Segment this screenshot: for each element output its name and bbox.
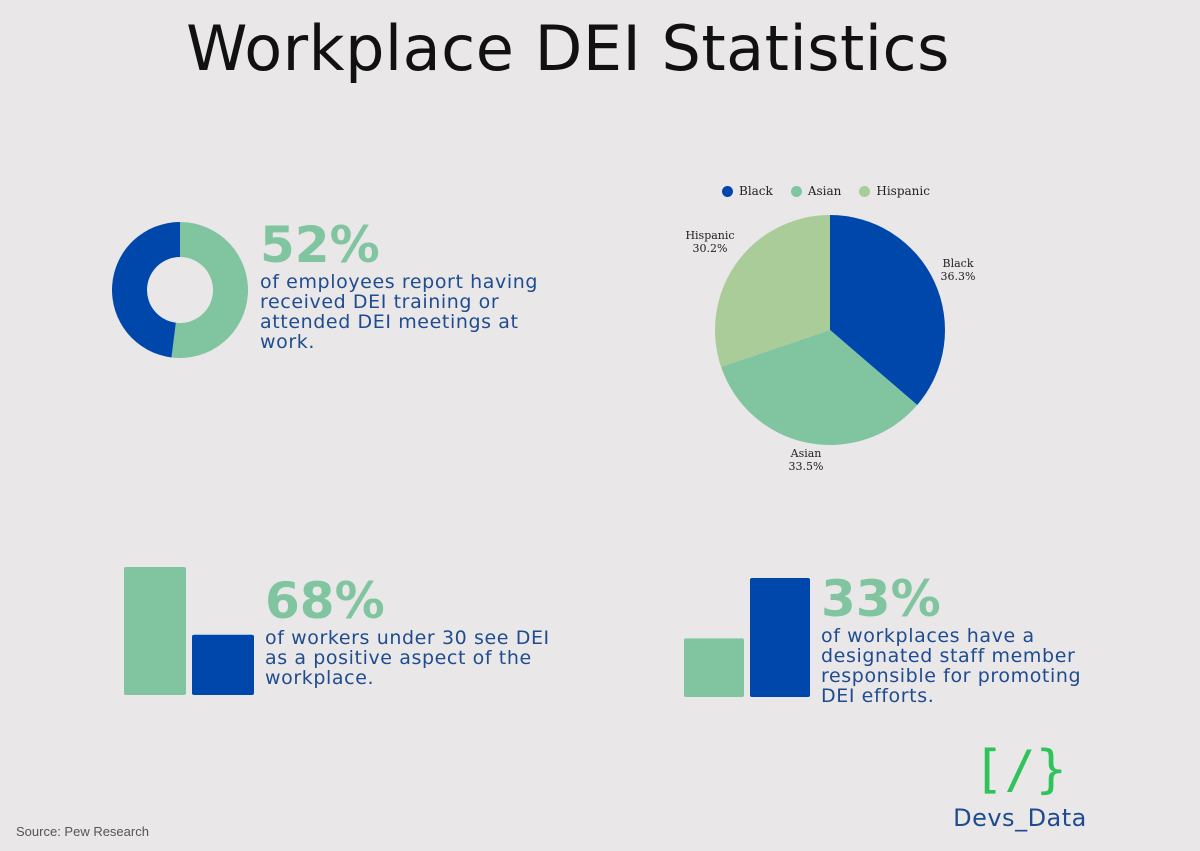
legend-swatch-hispanic bbox=[859, 185, 871, 197]
stat-training-text: of employees report having received DEI … bbox=[260, 271, 539, 353]
pie-label-hispanic: Hispanic 30.2% bbox=[680, 229, 740, 255]
stat-under-30: 68% of workers under 30 see DEI as a pos… bbox=[265, 574, 565, 688]
pie-label-asian-name: Asian bbox=[790, 447, 822, 460]
pie-chart bbox=[715, 215, 945, 445]
pie-slice-asian bbox=[721, 330, 918, 445]
logo-name: Devs_Data bbox=[953, 804, 1087, 832]
stat-staff-value: 33% bbox=[821, 570, 941, 628]
legend-item-hispanic: Hispanic bbox=[859, 184, 930, 198]
legend-swatch-asian bbox=[790, 185, 802, 197]
stat-under-30-value: 68% bbox=[265, 572, 385, 630]
pie-legend: Black Asian Hispanic bbox=[722, 184, 962, 198]
legend-swatch-black bbox=[722, 185, 733, 197]
bar-chart-staff bbox=[684, 578, 810, 697]
pie-label-asian-value: 33.5% bbox=[788, 460, 824, 473]
bars1-bar-2 bbox=[192, 634, 254, 695]
pie-label-hispanic-value: 30.2% bbox=[692, 242, 728, 255]
stat-training: 52% of employees report having received … bbox=[260, 218, 570, 352]
logo-mark: [/} bbox=[973, 740, 1067, 800]
devs-data-logo: [/} Devs_Data bbox=[940, 740, 1100, 832]
legend-label-black: Black bbox=[739, 184, 773, 198]
page-title: Workplace DEI Statistics bbox=[186, 12, 950, 85]
pie-label-asian: Asian 33.5% bbox=[776, 447, 836, 473]
bars1-bar-1 bbox=[124, 567, 186, 695]
stat-staff-text: of workplaces have a designated staff me… bbox=[821, 625, 1082, 707]
pie-label-black-value: 36.3% bbox=[940, 270, 976, 283]
legend-item-black: Black bbox=[722, 184, 773, 198]
legend-label-hispanic: Hispanic bbox=[876, 184, 930, 198]
donut-segment-other bbox=[111, 222, 180, 358]
bars2-bar-2 bbox=[750, 578, 810, 697]
pie-slice-black bbox=[830, 215, 945, 405]
stat-training-value: 52% bbox=[260, 216, 380, 274]
pie-slice-hispanic bbox=[715, 215, 830, 367]
pie-label-hispanic-name: Hispanic bbox=[685, 229, 735, 242]
source-note: Source: Pew Research bbox=[16, 824, 149, 839]
stat-under-30-text: of workers under 30 see DEI as a positiv… bbox=[265, 627, 550, 689]
bar-chart-under-30 bbox=[124, 567, 254, 695]
bars2-bar-1 bbox=[684, 638, 744, 697]
stat-staff: 33% of workplaces have a designated staf… bbox=[821, 572, 1111, 706]
donut-segment-trained bbox=[171, 222, 248, 358]
pie-label-black: Black 36.3% bbox=[928, 257, 988, 283]
legend-item-asian: Asian bbox=[790, 184, 842, 198]
donut-chart bbox=[111, 222, 248, 358]
legend-label-asian: Asian bbox=[807, 184, 842, 198]
pie-label-black-name: Black bbox=[942, 257, 974, 270]
